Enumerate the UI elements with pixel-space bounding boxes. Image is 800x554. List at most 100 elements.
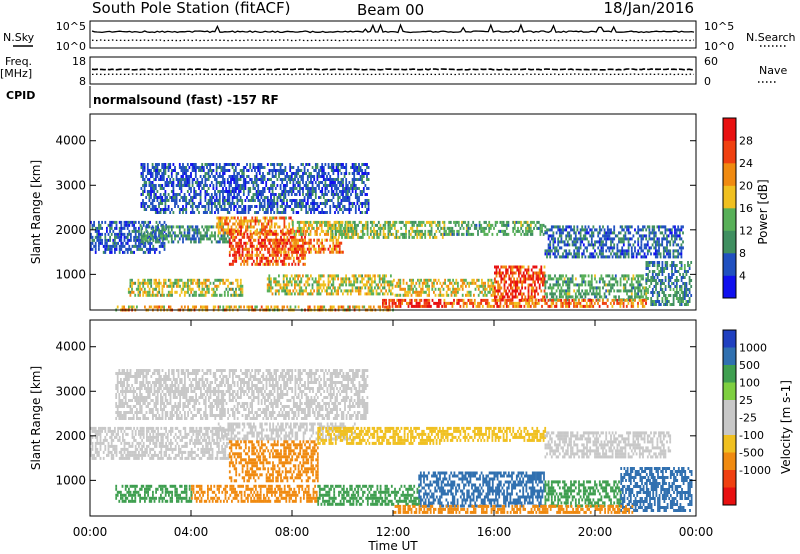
heat-cell: [679, 261, 681, 264]
heat-cell: [281, 259, 284, 263]
heat-cell: [379, 223, 382, 227]
heat-cell: [291, 231, 294, 235]
heat-cell: [341, 235, 343, 239]
heat-cell: [319, 250, 322, 254]
heat-cell: [456, 220, 459, 224]
heat-cell: [563, 249, 566, 253]
heat-cell: [687, 264, 689, 267]
heat-cell: [584, 289, 587, 293]
heat-cell: [492, 293, 494, 297]
heat-cell: [319, 220, 321, 224]
heat-cell: [217, 222, 220, 226]
heat-cell: [254, 169, 256, 172]
nave-ytick-top-right: 60: [704, 55, 718, 68]
heat-cell: [372, 289, 375, 293]
heat-cell: [608, 246, 611, 250]
heat-cell: [595, 240, 598, 244]
heat-cell: [663, 270, 665, 273]
heat-cell: [602, 249, 604, 253]
heat-cell: [278, 289, 280, 293]
heat-cell: [598, 252, 601, 256]
heat-cell: [134, 220, 137, 224]
heat-cell: [256, 244, 258, 248]
heat-cell: [254, 219, 257, 223]
heat-cell: [621, 274, 624, 278]
heat-cell: [560, 255, 563, 259]
heat-cell: [273, 175, 276, 178]
heat-cell: [603, 280, 606, 284]
heat-cell: [326, 184, 328, 187]
heat-cell: [573, 237, 576, 241]
heat-cell: [298, 175, 301, 178]
heat-cell: [653, 285, 656, 288]
heat-cell: [356, 277, 359, 281]
heat-cell: [622, 234, 625, 238]
heat-cell: [677, 270, 680, 273]
heat-cell: [193, 290, 196, 294]
heat-cell: [633, 298, 636, 302]
heat-cell: [204, 172, 207, 175]
heat-cell: [183, 293, 186, 297]
heat-cell: [212, 225, 215, 229]
heat-cell: [498, 271, 501, 275]
heat-cell: [638, 295, 641, 299]
heat-cell: [279, 250, 282, 254]
heat-cell: [568, 289, 571, 293]
heat-cell: [645, 277, 648, 281]
heat-cell: [466, 290, 469, 294]
heat-cell: [550, 249, 553, 253]
heat-cell: [423, 281, 426, 285]
heat-cell: [218, 172, 221, 175]
heat-cell: [192, 305, 194, 309]
heat-cell: [268, 169, 271, 172]
heat-cell: [180, 178, 183, 181]
heat-cell: [268, 259, 271, 263]
heat-cell: [640, 295, 643, 299]
heat-cell: [645, 289, 648, 293]
heat-cell: [570, 252, 572, 256]
heat-cell: [150, 172, 152, 175]
heat-cell: [619, 249, 622, 253]
heat-cell: [255, 178, 258, 181]
heat-cell: [504, 232, 507, 236]
heat-cell: [465, 293, 467, 297]
heat-cell: [302, 244, 305, 248]
heat-cell: [240, 225, 242, 229]
heat-cell: [519, 289, 522, 293]
heat-cell: [267, 229, 270, 233]
heat-cell: [160, 241, 163, 245]
heat-cell: [153, 184, 156, 187]
heat-cell: [374, 277, 376, 281]
heat-cell: [110, 220, 113, 224]
heat-cell: [442, 293, 445, 297]
heat-cell: [334, 244, 336, 248]
heat-cell: [222, 216, 225, 220]
heat-cell: [666, 264, 669, 267]
heat-cell: [674, 267, 677, 270]
heat-cell: [338, 181, 341, 184]
heat-cell: [230, 163, 232, 166]
heat-cell: [457, 281, 459, 285]
heat-cell: [437, 220, 439, 224]
heat-cell: [656, 276, 659, 279]
heat-cell: [453, 290, 456, 294]
heat-cell: [683, 282, 686, 285]
heat-cell: [570, 295, 572, 299]
heat-cell: [532, 295, 535, 299]
heat-cell: [273, 238, 275, 242]
heat-cell: [233, 290, 236, 294]
heat-cell: [123, 223, 126, 227]
heat-cell: [415, 298, 418, 302]
heat-cell: [486, 301, 489, 305]
heat-cell: [283, 253, 286, 257]
heat-cell: [129, 293, 132, 297]
heat-cell: [481, 278, 483, 282]
heat-cell: [349, 226, 352, 230]
heat-cell: [340, 277, 343, 281]
heat-cell: [671, 267, 673, 270]
heat-cell: [338, 163, 341, 166]
heat-cell: [198, 228, 200, 232]
heat-cell: [201, 234, 204, 238]
heat-cell: [590, 243, 593, 247]
heat-cell: [498, 274, 501, 278]
